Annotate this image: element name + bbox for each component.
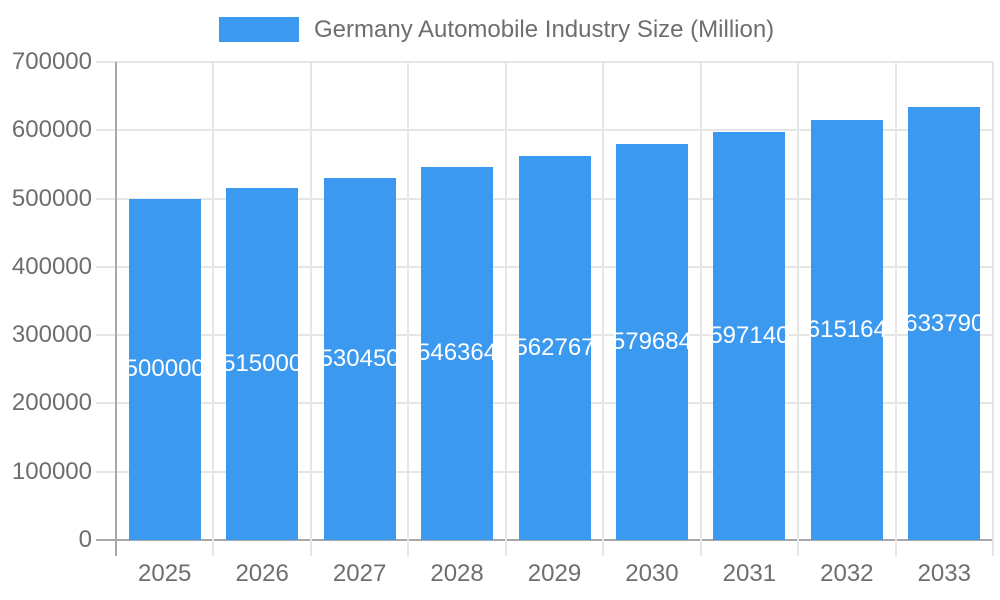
x-tick-mark [407,540,410,556]
x-tick-mark [894,540,897,556]
bar-value-label: 515000 [222,350,303,378]
y-tick-mark [96,265,116,268]
y-tick-mark [96,61,116,63]
y-gridline [116,129,993,132]
x-tick-label: 2032 [820,560,874,587]
bar-value-label: 633790 [904,309,985,337]
x-tick-label: 2029 [527,560,582,587]
x-gridline [212,62,215,540]
x-gridline [602,62,605,540]
bar[interactable]: 633790 [904,107,984,540]
y-tick-mark [96,402,116,405]
y-tick-label: 400000 [11,252,92,280]
legend-label[interactable]: Germany Automobile Industry Size (Millio… [314,16,775,43]
y-tick-mark [96,539,116,541]
y-tick-label: 300000 [11,321,92,349]
y-tick-mark [96,197,116,200]
x-gridline [797,62,800,540]
bar[interactable]: 515000 [222,188,302,540]
y-tick-mark [96,129,116,132]
x-gridline [992,62,994,540]
y-tick-label: 500000 [11,184,92,212]
x-gridline [699,62,702,540]
x-tick-mark [504,540,507,556]
x-tick-mark [309,540,312,556]
x-tick-label: 2031 [722,560,777,587]
x-gridline [309,62,312,540]
x-tick-mark [699,540,702,556]
x-tick-label: 2026 [235,560,289,587]
x-tick-mark [212,540,215,556]
bar[interactable]: 530450 [320,177,400,540]
x-tick-mark [602,540,605,556]
x-tick-label: 2030 [625,560,679,587]
y-gridline [116,61,993,63]
y-tick-label: 0 [78,526,92,553]
y-tick-label: 700000 [11,48,92,75]
x-gridline [407,62,410,540]
x-gridline [894,62,897,540]
bar-value-label: 562767 [514,333,595,361]
bar[interactable]: 597140 [709,132,789,540]
x-tick-mark [797,540,800,556]
x-gridline [504,62,507,540]
x-tick-label: 2033 [917,560,971,587]
bar-value-label: 597140 [709,322,790,350]
bar-value-label: 615164 [806,315,887,343]
x-tick-label: 2027 [332,560,387,587]
bar[interactable]: 500000 [125,198,205,540]
bar-value-label: 546364 [417,339,498,367]
x-axis-baseline [116,539,993,541]
y-axis-line [115,62,117,540]
y-tick-label: 600000 [11,116,92,144]
bar-value-label: 579684 [611,328,692,356]
x-tick-mark [115,540,117,556]
x-tick-label: 2025 [138,560,192,587]
y-tick-mark [96,334,116,337]
legend[interactable]: Germany Automobile Industry Size (Millio… [219,17,774,42]
bar[interactable]: 562767 [514,155,595,540]
bar-value-label: 500000 [124,355,205,383]
bar[interactable]: 546364 [417,166,497,540]
y-tick-label: 200000 [11,389,92,417]
bar[interactable]: 579684 [612,144,692,540]
y-tick-mark [96,470,116,473]
legend-swatch[interactable] [219,17,299,42]
bar[interactable]: 615164 [807,119,887,540]
x-tick-mark [992,540,994,556]
y-tick-label: 100000 [11,457,92,485]
bar-value-label: 530450 [319,344,400,372]
x-tick-label: 2028 [430,560,484,587]
